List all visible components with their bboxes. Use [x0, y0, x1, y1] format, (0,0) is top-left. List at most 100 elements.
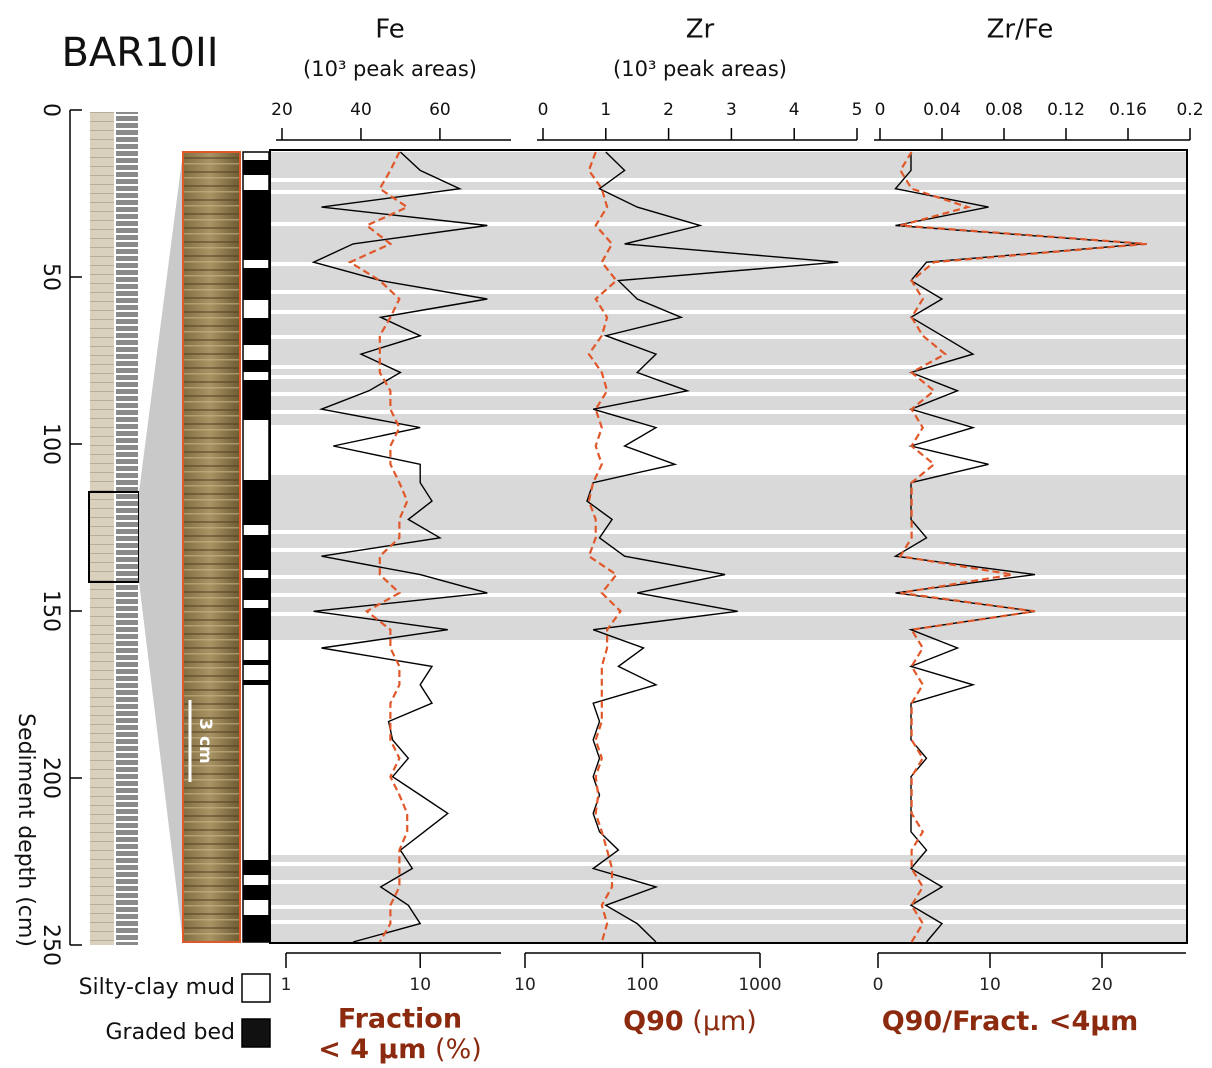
bottom-title: Fraction	[338, 1004, 462, 1035]
panel-subtitle: (10³ peak areas)	[303, 57, 477, 81]
shade-gap	[271, 575, 1186, 579]
litho-bed	[243, 160, 269, 175]
top-tick-label: 60	[429, 100, 451, 120]
litho-bed	[243, 885, 269, 900]
top-tick-label: 5	[852, 100, 863, 120]
shade-gap	[271, 222, 1186, 226]
bottom-title-part: Q90/Fract. <4µm	[882, 1006, 1139, 1037]
litho-bed	[243, 268, 269, 300]
core-image	[182, 151, 241, 943]
panel-subtitle: (10³ peak areas)	[613, 57, 787, 81]
core-thumbnail	[90, 112, 114, 945]
litho-bed	[243, 190, 269, 260]
bottom-tick-label: 1	[281, 975, 292, 995]
top-tick-label: 0	[538, 100, 549, 120]
depth-tick-label: 250	[38, 924, 63, 966]
panel-title: Fe	[375, 15, 405, 45]
bottom-tick-label: 100	[626, 975, 658, 995]
shade-gap	[271, 310, 1186, 314]
top-tick-label: 4	[789, 100, 800, 120]
depth-tick-label: 100	[38, 423, 63, 465]
shade-gap	[271, 530, 1186, 534]
shade-gap	[271, 593, 1186, 597]
plot-frame	[269, 149, 1188, 944]
panel-title: Zr/Fe	[987, 15, 1054, 45]
top-tick-label: 3	[726, 100, 737, 120]
depth-tick-label: 150	[38, 590, 63, 632]
bottom-title: Q90 (µm)	[623, 1006, 757, 1037]
top-tick-label: 0.2	[1176, 100, 1203, 120]
top-tick-label: 1	[600, 100, 611, 120]
bottom-title-part: (µm)	[692, 1006, 757, 1037]
shade-gap	[271, 190, 1186, 194]
shade-gap	[271, 178, 1186, 182]
data-line	[311, 151, 488, 943]
shade-gap	[271, 290, 1186, 294]
shade-gap	[271, 905, 1186, 909]
shade-gap	[271, 862, 1186, 866]
data-line	[586, 151, 839, 943]
graded-bed-shading	[271, 152, 1186, 942]
shade-gap	[271, 410, 1186, 414]
dashed-line	[587, 151, 622, 943]
shade-gap	[271, 612, 1186, 616]
scale-bar-label: 3 cm	[195, 718, 215, 764]
lithology-thumbnail	[116, 112, 138, 945]
litho-bed	[243, 535, 269, 570]
bottom-title-part: Q90	[623, 1006, 684, 1037]
bottom-tick-label: 1000	[738, 975, 781, 995]
shade-gap	[271, 262, 1186, 266]
depth-tick-label: 50	[38, 263, 63, 291]
litho-bed	[243, 680, 269, 685]
bottom-title: < 4 µm (%)	[318, 1034, 482, 1065]
bottom-title-part: < 4 µm	[318, 1034, 426, 1065]
shade-gap	[271, 365, 1186, 369]
shade-gap	[271, 392, 1186, 396]
dashed-line	[347, 151, 410, 943]
lithology-log	[242, 151, 270, 943]
bottom-tick-label: 0	[873, 975, 884, 995]
bottom-title-part: (%)	[435, 1034, 482, 1065]
legend-swatch	[241, 973, 271, 1003]
legend-label: Silty-clay mud	[79, 975, 235, 1000]
shade-gap	[271, 335, 1186, 339]
bottom-title: Q90/Fract. <4µm	[882, 1006, 1139, 1037]
data-line	[893, 152, 1144, 943]
litho-bed	[243, 860, 269, 875]
legend-swatch	[241, 1018, 271, 1048]
top-tick-label: 40	[350, 100, 372, 120]
top-tick-label: 20	[271, 100, 293, 120]
depth-axis-label: Sediment depth (cm)	[13, 713, 38, 947]
depth-tick-label: 200	[38, 757, 63, 799]
bottom-tick-label: 20	[1091, 975, 1113, 995]
figure-title: BAR10II	[61, 30, 218, 76]
litho-bed	[243, 380, 269, 420]
shade-gap	[271, 880, 1186, 884]
litho-bed	[243, 360, 269, 372]
litho-bed	[243, 915, 269, 942]
top-tick-label: 0.12	[1047, 100, 1085, 120]
top-tick-label: 0.04	[923, 100, 961, 120]
litho-bed	[243, 578, 269, 600]
bottom-tick-label: 10	[979, 975, 1001, 995]
top-tick-label: 2	[663, 100, 674, 120]
bottom-tick-label: 10	[514, 975, 536, 995]
depth-tick-label: 0	[38, 103, 63, 117]
litho-bed	[243, 318, 269, 345]
bottom-tick-label: 10	[409, 975, 431, 995]
dashed-line	[898, 151, 1147, 943]
zoom-connector	[139, 152, 183, 942]
legend-label: Graded bed	[106, 1020, 236, 1045]
panel-title: Zr	[686, 15, 715, 45]
litho-bed	[243, 660, 269, 665]
litho-bed	[243, 480, 269, 525]
shade-band	[271, 855, 1186, 942]
shade-gap	[271, 375, 1186, 379]
shade-gap	[271, 920, 1186, 924]
top-tick-label: 0	[875, 100, 886, 120]
litho-bed	[243, 608, 269, 640]
top-tick-label: 0.16	[1109, 100, 1147, 120]
top-tick-label: 0.08	[985, 100, 1023, 120]
shade-gap	[271, 548, 1186, 552]
